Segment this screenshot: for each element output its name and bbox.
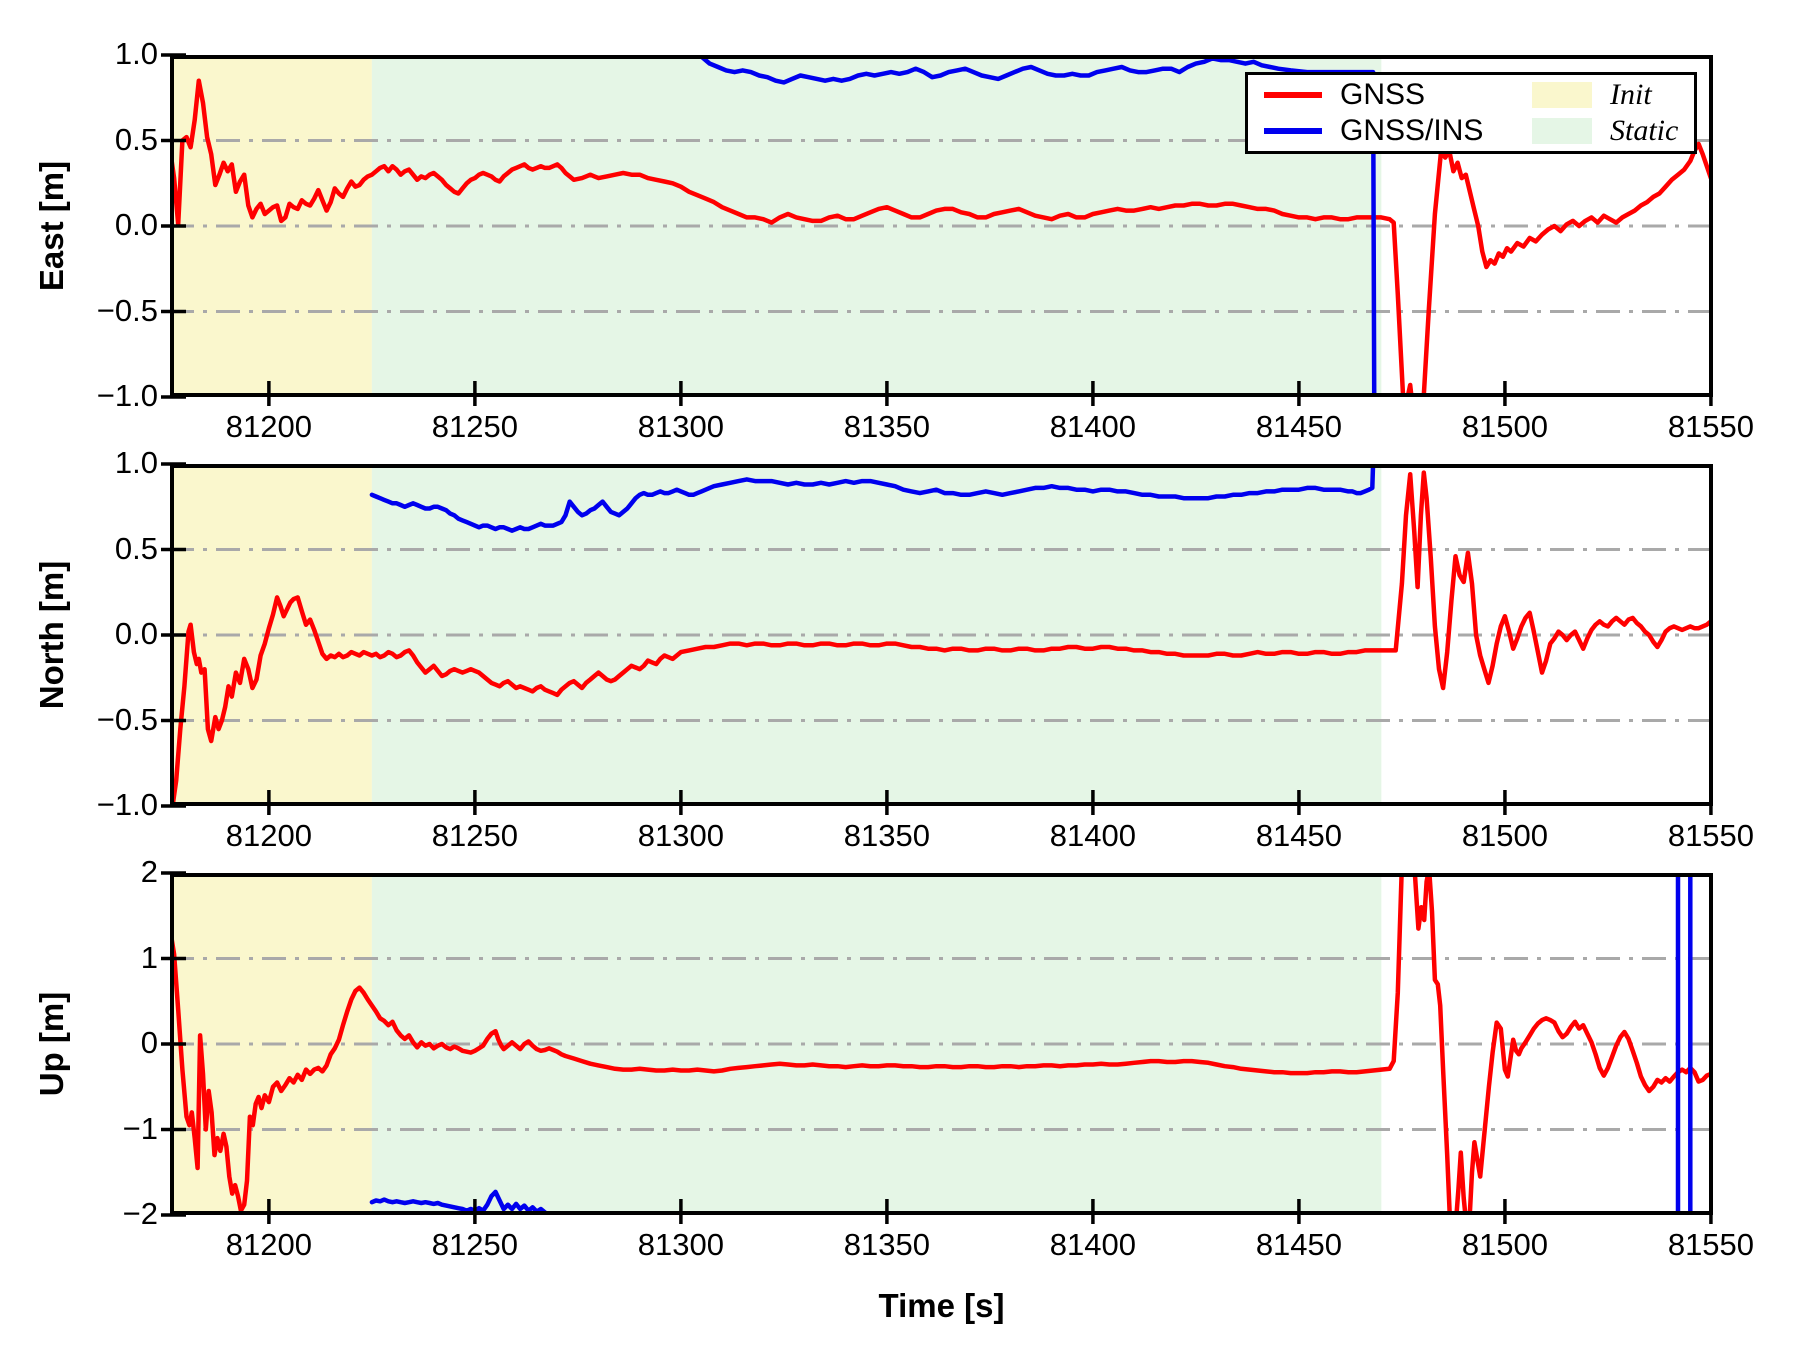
gnss-ins-line-group	[369, 873, 1693, 1215]
init-patch-swatch	[1532, 81, 1592, 108]
x-tick-label: 81250	[431, 818, 518, 853]
gridlines	[170, 139, 1713, 313]
gnss-line-group	[170, 470, 1713, 806]
x-tick-label: 81400	[1049, 409, 1137, 444]
x-tick-label: 81450	[1255, 1227, 1343, 1262]
gnss-ins-line-group	[369, 464, 1376, 533]
legend-row: GNSS Init	[1248, 78, 1694, 112]
y-tick-label: −0.5	[96, 701, 158, 737]
y-tick-label: −0.5	[96, 292, 158, 328]
gnss-line	[170, 873, 1713, 1215]
gnss-line-group	[170, 873, 1713, 1215]
x-tick-label: 81300	[637, 409, 724, 444]
gnss-ins-line	[369, 464, 1376, 533]
x-tick-label: 81400	[1049, 1227, 1137, 1262]
y-tick-label: −1.0	[96, 787, 158, 822]
gnss-line-swatch	[1264, 91, 1322, 98]
plot-area-east	[161, 53, 1713, 406]
gnss-line	[170, 78, 1713, 397]
x-tick-label: 81350	[843, 1227, 931, 1262]
x-tick-label: 81300	[637, 818, 724, 853]
x-tick-label: 81250	[431, 409, 518, 444]
x-axis-label: Time [s]	[878, 1287, 1005, 1324]
legend: GNSS Init GNSS/INS Static	[1245, 72, 1697, 154]
x-tick-label: 81550	[1667, 818, 1755, 853]
gridlines	[170, 957, 1713, 1131]
x-tick-label: 81250	[431, 1227, 518, 1262]
x-tick-label: 81300	[637, 1227, 724, 1262]
gnss-line	[170, 470, 1713, 806]
y-tick-label: 1.0	[114, 36, 158, 71]
y-tick-label: 0	[140, 1025, 158, 1060]
x-tick-label: 81500	[1461, 818, 1549, 853]
x-tick-label: 81400	[1049, 818, 1137, 853]
gnss-ins-line-group	[660, 55, 1377, 397]
gridlines	[170, 548, 1713, 722]
plot-area-up	[161, 871, 1713, 1224]
x-tick-label: 81200	[225, 409, 312, 444]
legend-row: GNSS/INS Static	[1248, 114, 1694, 148]
y-tick-label: 0.0	[114, 616, 158, 651]
x-tick-label: 81350	[843, 818, 931, 853]
y-tick-label: 1	[140, 939, 158, 975]
axes-spine	[170, 873, 1713, 1215]
legend-label-gnss-ins: GNSS/INS	[1340, 114, 1484, 148]
legend-label-gnss: GNSS	[1340, 77, 1426, 111]
x-tick-label: 81450	[1255, 409, 1343, 444]
x-tick-label: 81200	[225, 818, 312, 853]
x-tick-label: 81550	[1667, 409, 1755, 444]
y-tick-label: 1.0	[114, 445, 158, 480]
gnss-line-group	[170, 78, 1713, 397]
gnss-ins-line	[660, 55, 1377, 397]
plot-area-north	[161, 462, 1713, 815]
x-tick-label: 81450	[1255, 818, 1343, 853]
gnss-ins-line-swatch	[1264, 128, 1322, 135]
y-tick-label: −1.0	[96, 378, 158, 413]
y-tick-label: −2	[122, 1196, 158, 1231]
y-tick-label: −1	[122, 1110, 158, 1146]
axes-spine	[170, 464, 1713, 806]
axes-spine	[170, 55, 1713, 397]
static-patch-swatch	[1532, 118, 1592, 145]
x-tick-label: 81550	[1667, 1227, 1755, 1262]
x-tick-label: 81500	[1461, 409, 1549, 444]
gnss-ins-line	[369, 1189, 566, 1215]
legend-label-static: Static	[1610, 114, 1679, 148]
x-tick-label: 81200	[225, 1227, 312, 1262]
x-tick-label: 81350	[843, 409, 931, 444]
y-tick-label: 0.0	[114, 207, 158, 242]
y-tick-label: 0.5	[114, 121, 158, 157]
y-tick-label: 2	[140, 854, 158, 889]
legend-label-init: Init	[1610, 77, 1652, 111]
y-tick-label: 0.5	[114, 530, 158, 566]
x-tick-label: 81500	[1461, 1227, 1549, 1262]
